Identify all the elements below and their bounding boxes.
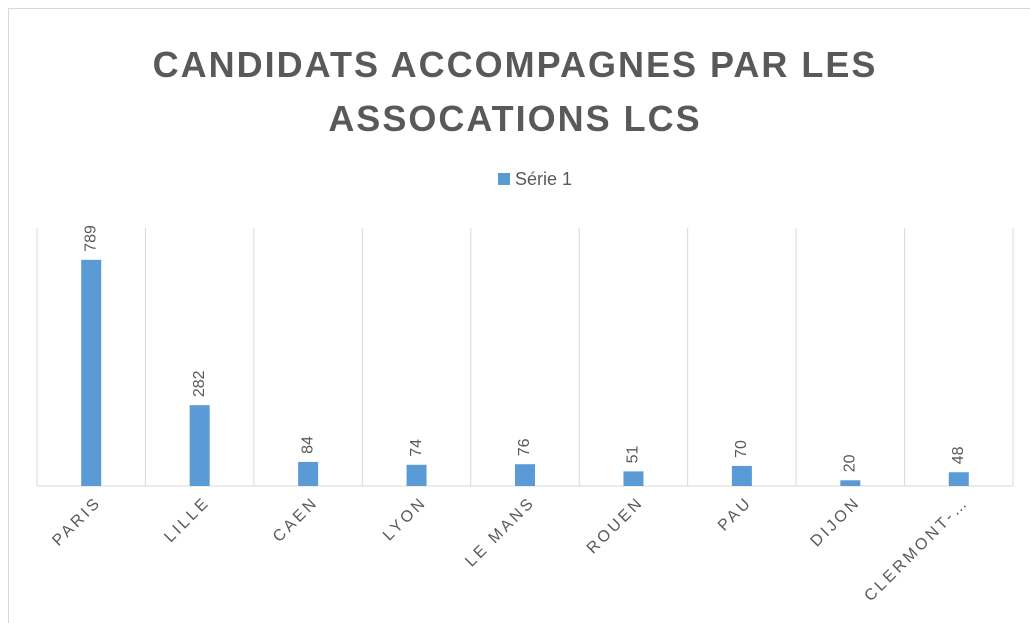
data-label: 84 xyxy=(299,436,316,454)
x-tick-label: CLERMONT-… xyxy=(861,494,972,605)
bar xyxy=(81,259,102,486)
bar xyxy=(515,464,535,486)
x-tick-label: PARIS xyxy=(49,494,105,550)
bar xyxy=(406,464,427,486)
data-label: 789 xyxy=(82,225,99,252)
x-tick-label: CAEN xyxy=(270,494,322,546)
data-label: 70 xyxy=(733,440,750,458)
bar xyxy=(298,461,319,486)
x-tick-label: PAU xyxy=(715,494,756,535)
data-label: 74 xyxy=(408,439,425,457)
legend-label: Série 1 xyxy=(515,169,572,189)
data-label: 51 xyxy=(625,445,642,463)
bar xyxy=(623,471,644,486)
chart-border xyxy=(8,8,1030,623)
bar xyxy=(189,405,210,486)
data-label: 48 xyxy=(950,446,967,464)
data-label: 282 xyxy=(191,370,208,397)
x-tick-label: LE MANS xyxy=(462,494,539,571)
chart-title: CANDIDATS ACCOMPAGNES PAR LES ASSOCATION… xyxy=(152,44,878,139)
bar xyxy=(948,472,969,486)
x-tick-label: DIJON xyxy=(808,494,865,551)
bar xyxy=(731,465,752,486)
data-label: 76 xyxy=(516,438,533,456)
x-tick-label: ROUEN xyxy=(584,494,647,557)
legend-swatch xyxy=(498,173,510,185)
data-label: 20 xyxy=(842,454,859,472)
x-tick-label: LYON xyxy=(380,494,430,544)
bar xyxy=(840,480,861,486)
x-tick-label: LILLE xyxy=(161,494,213,546)
